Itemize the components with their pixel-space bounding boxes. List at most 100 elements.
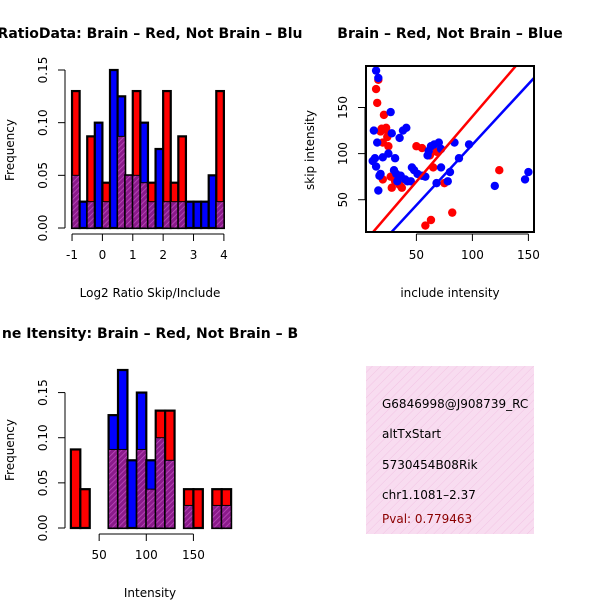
info-event-type: altTxStart <box>382 427 441 441</box>
ratio-histogram-overlap-bar <box>162 201 172 229</box>
scatter-title: Brain – Red, Not Brain – Blue <box>337 26 562 42</box>
intensity-histogram-y-tick-label: 0.05 <box>36 469 50 496</box>
scatter-plot-box <box>365 65 535 233</box>
intensity-histogram-bar <box>192 488 204 530</box>
ratio-histogram-x-tick-label: 4 <box>220 248 228 262</box>
intensity-histogram-y-axis: 0.00 0.05 0.10 0.15 <box>36 379 66 542</box>
intensity-histogram-overlap-bar <box>136 448 147 529</box>
ratio-histogram-overlap-bar <box>215 201 225 229</box>
ratio-histogram-bar <box>78 200 89 230</box>
intensity-histogram-overlap-bar <box>221 504 232 529</box>
not-brain-point <box>520 175 530 184</box>
not-brain-point <box>374 186 383 195</box>
ratio-histogram-overlap-bar <box>101 201 111 229</box>
not-brain-point <box>373 138 382 147</box>
ratio-histogram-x-tick-label: 3 <box>190 248 198 262</box>
ratio-histogram-x-tick-label: 1 <box>129 248 137 262</box>
ratio-histogram-ylabel: Frequency <box>3 119 17 181</box>
ratio-histogram-y-tick-label: 0.10 <box>36 109 50 136</box>
ratio-histogram-overlap-bar <box>170 201 179 229</box>
ratio-histogram-overlap-bar <box>124 174 134 229</box>
not-brain-point <box>371 66 381 75</box>
ratio-histogram-bar <box>192 200 203 230</box>
info-panel: G6846998@J908739_RC altTxStart 5730454B0… <box>366 366 534 534</box>
ratio-histogram-x-tick-label: 2 <box>159 248 167 262</box>
intensity-histogram-bars <box>69 368 233 530</box>
intensity-histogram-y-tick-label: 0.15 <box>36 379 50 406</box>
not-brain-point <box>371 162 381 171</box>
not-brain-point <box>524 167 533 177</box>
ratio-histogram-y-tick-label: 0.05 <box>36 162 50 189</box>
not-brain-point <box>384 149 393 158</box>
brain-point <box>421 221 430 230</box>
ratio-histogram-xlabel: Log2 Ratio Skip/Include <box>80 286 221 300</box>
brain-point <box>495 166 504 175</box>
not-brain-point <box>406 177 415 186</box>
not-brain-point <box>490 181 499 191</box>
info-panel-background <box>366 366 534 534</box>
intensity-histogram-xlabel: Intensity <box>124 586 176 600</box>
ratio-histogram-overlap-bar <box>147 201 157 229</box>
not-brain-point <box>370 154 380 163</box>
ratio-histogram-overlap-bar <box>71 174 81 229</box>
intensity-histogram-y-tick-label: 0.10 <box>36 424 50 451</box>
brain-fit-line <box>371 66 518 232</box>
intensity-histogram-y-tick-label: 0.00 <box>36 515 50 542</box>
ratio-histogram-bar <box>108 68 119 230</box>
ratio-histogram-x-tick-label: -1 <box>66 248 78 262</box>
brain-point <box>381 123 391 132</box>
intensity-histogram-overlap-bar <box>211 504 223 529</box>
ratio-histogram-overlap-bar <box>139 182 149 229</box>
ratio-histogram-panel: RatioData: Brain – Red, Not Brain – Blu … <box>0 26 302 300</box>
intensity-histogram-x-tick-label: 100 <box>135 548 158 562</box>
ratio-histogram-x-tick-label: 0 <box>99 248 107 262</box>
brain-point <box>417 143 427 153</box>
ratio-histogram-bar <box>93 121 104 230</box>
scatter-points <box>368 66 533 230</box>
ratio-histogram-bar <box>184 200 195 230</box>
ratio-histogram-title: RatioData: Brain – Red, Not Brain – Blu <box>0 26 302 42</box>
brain-point <box>426 215 436 225</box>
brain-point <box>387 183 396 192</box>
scatter-y-tick-label: 50 <box>336 192 350 207</box>
ratio-histogram-overlap-bar <box>117 135 126 229</box>
ratio-histogram-overlap-bar <box>132 174 141 229</box>
intensity-histogram-overlap-bar <box>183 504 194 529</box>
info-gene-name: 5730454B08Rik <box>382 458 478 472</box>
ratio-histogram-bar <box>207 174 218 230</box>
not-brain-fit-line <box>389 77 534 232</box>
brain-point <box>379 110 389 120</box>
scatter-ylabel: skip intensity <box>303 110 317 190</box>
scatter-x-tick-label: 100 <box>461 248 484 262</box>
ratio-histogram-overlap-bar <box>86 201 96 229</box>
ratio-histogram-y-tick-label: 0.15 <box>36 57 50 84</box>
intensity-histogram-title: ne Itensity: Brain – Red, Not Brain – B <box>2 326 298 342</box>
not-brain-point <box>390 154 400 163</box>
intensity-histogram-overlap-bar <box>145 488 157 529</box>
not-brain-point <box>434 138 443 147</box>
scatter-fit-lines <box>371 66 534 232</box>
scatter-xlabel: include intensity <box>400 286 499 300</box>
not-brain-point <box>369 126 379 135</box>
intensity-histogram-overlap-bar <box>108 448 119 529</box>
not-brain-point <box>443 177 452 186</box>
intensity-histogram-overlap-bar <box>164 459 176 529</box>
intensity-histogram-overlap-bar <box>117 448 128 529</box>
scatter-x-tick-label: 50 <box>409 248 424 262</box>
scatter-x-axis: 50 100 150 <box>409 233 540 262</box>
not-brain-point <box>436 163 446 172</box>
scatter-y-tick-label: 100 <box>336 142 350 165</box>
intensity-histogram-bar <box>69 448 82 530</box>
ratio-histogram-bars <box>70 68 225 230</box>
ratio-histogram-y-axis: 0.00 0.05 0.10 0.15 <box>36 57 66 242</box>
not-brain-point <box>387 129 396 138</box>
intensity-histogram-ylabel: Frequency <box>3 419 17 481</box>
not-brain-point <box>374 73 383 83</box>
brain-point <box>371 84 381 94</box>
info-event-id: G6846998@J908739_RC <box>382 397 528 411</box>
intensity-histogram-panel: ne Itensity: Brain – Red, Not Brain – B … <box>2 326 298 600</box>
intensity-histogram-x-tick-label: 50 <box>92 548 107 562</box>
brain-point <box>373 98 382 108</box>
ratio-histogram-y-tick-label: 0.00 <box>36 215 50 242</box>
